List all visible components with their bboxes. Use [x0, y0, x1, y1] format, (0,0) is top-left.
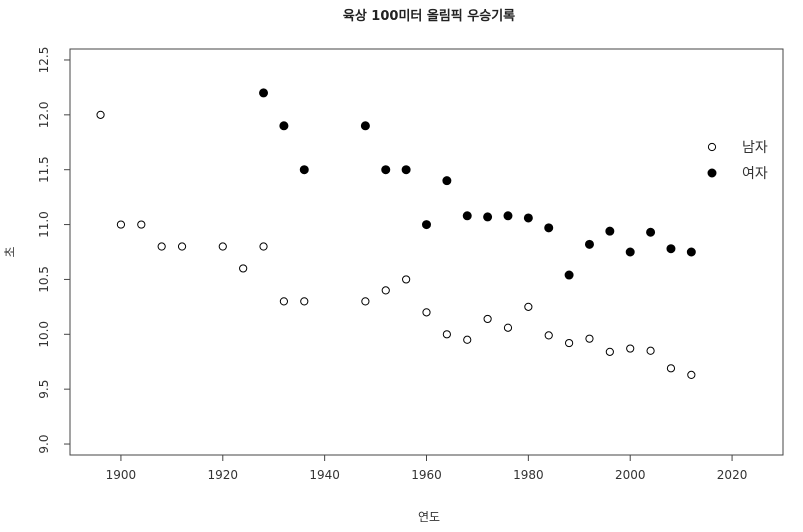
point-women [564, 270, 574, 280]
point-men [279, 297, 288, 306]
x-tick-label: 1920 [208, 468, 239, 482]
y-tick-label: 10.5 [37, 266, 51, 293]
point-women [503, 211, 513, 221]
point-men [687, 370, 696, 379]
y-axis: 9.0 9.5 10.0 10.5 11.0 11.5 12.0 12.5 [37, 47, 70, 454]
point-women [605, 226, 615, 236]
point-men [524, 302, 533, 311]
x-axis-label: 연도 [418, 510, 440, 524]
point-men [402, 275, 411, 284]
point-women [625, 247, 635, 257]
y-tick-label: 12.0 [37, 101, 51, 128]
point-women [523, 213, 533, 223]
point-men [503, 323, 513, 332]
point-women [584, 239, 594, 249]
point-women [483, 212, 493, 222]
y-tick-label: 11.0 [37, 211, 51, 238]
point-women [646, 227, 656, 237]
point-men [646, 346, 655, 355]
y-tick-label: 11.5 [37, 156, 51, 183]
point-men [483, 314, 492, 324]
y-tick-label: 9.0 [37, 434, 51, 453]
legend-marker [707, 168, 717, 178]
legend-label: 여자 [742, 166, 768, 182]
x-tick-label: 1960 [411, 468, 442, 482]
y-tick-label: 10.0 [37, 321, 51, 348]
x-tick-label: 2020 [717, 468, 748, 482]
point-men [96, 110, 105, 119]
y-tick-label: 9.5 [37, 380, 51, 399]
point-men [361, 297, 370, 306]
x-tick-label: 1980 [513, 468, 544, 482]
data-points [96, 88, 696, 379]
point-men [544, 331, 553, 340]
x-axis: 1900 1920 1940 1960 1980 2000 2020 [106, 455, 748, 482]
point-men [259, 242, 268, 251]
x-tick-label: 1940 [309, 468, 340, 482]
point-women [422, 220, 431, 230]
plot-frame [69, 48, 784, 456]
y-tick-label: 12.5 [37, 47, 51, 74]
point-men [218, 242, 227, 251]
chart-title: 육상 100미터 올림픽 우승기록 [343, 8, 515, 24]
x-tick-label: 1900 [106, 468, 137, 482]
legend-label: 남자 [742, 140, 768, 156]
point-women [360, 121, 370, 131]
point-women [544, 223, 554, 233]
point-women [442, 176, 452, 186]
y-axis-label: 초 [3, 246, 17, 257]
x-tick-label: 2000 [615, 468, 646, 482]
point-men [116, 220, 126, 229]
point-men [585, 334, 594, 343]
point-men [239, 264, 248, 273]
point-women [686, 247, 696, 257]
point-women [381, 165, 391, 175]
point-men [157, 242, 166, 251]
point-women [279, 121, 289, 131]
point-women [666, 244, 676, 254]
point-men [137, 220, 146, 229]
point-women [401, 165, 411, 175]
point-men [626, 344, 635, 353]
point-men [565, 338, 574, 348]
point-men [666, 364, 676, 373]
point-men [177, 242, 187, 251]
legend-marker [707, 142, 717, 152]
point-women [462, 211, 472, 221]
point-women [299, 165, 309, 175]
point-men [605, 347, 614, 356]
point-men [463, 335, 472, 344]
point-men [300, 297, 309, 306]
point-men [422, 308, 431, 317]
point-men [381, 286, 390, 295]
point-men [442, 330, 451, 339]
point-women [259, 88, 269, 98]
